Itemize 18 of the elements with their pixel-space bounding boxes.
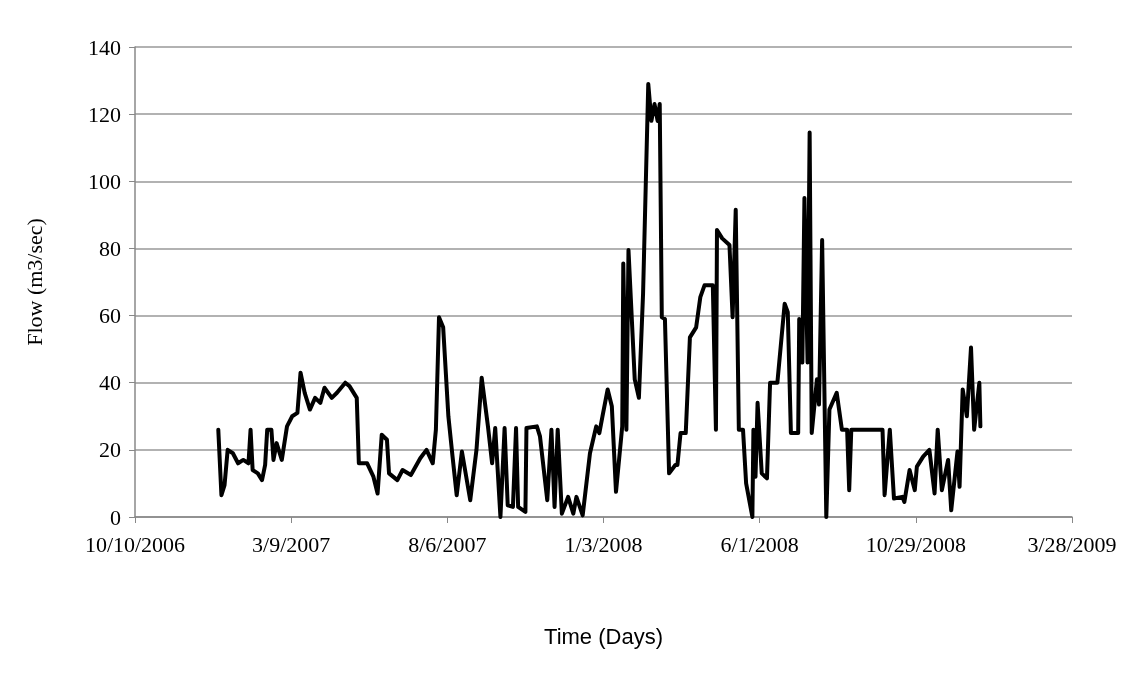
y-axis-title: Flow (m3/sec) [21,218,47,346]
x-tick-label: 6/1/2008 [720,531,799,557]
x-tick-label: 3/28/2009 [1027,531,1117,557]
x-tick-label: 10/10/2006 [84,531,186,557]
y-tick-label: 60 [99,303,121,329]
y-tick-label: 120 [88,101,121,127]
line-series [216,81,983,519]
y-tick-label: 20 [99,437,121,463]
y-tick-label: 80 [99,235,121,261]
y-tick-label: 40 [99,370,121,396]
x-tick-label: 3/9/2007 [252,531,331,557]
x-tick-label: 10/29/2008 [865,531,966,557]
x-tick-label: 1/3/2008 [564,531,643,557]
y-tick-label: 100 [88,168,121,194]
x-tick-label: 8/6/2007 [408,531,487,557]
y-tick-label: 140 [88,34,121,60]
y-tick-label: 0 [110,504,121,530]
x-axis-title: Time (Days) [544,623,663,649]
